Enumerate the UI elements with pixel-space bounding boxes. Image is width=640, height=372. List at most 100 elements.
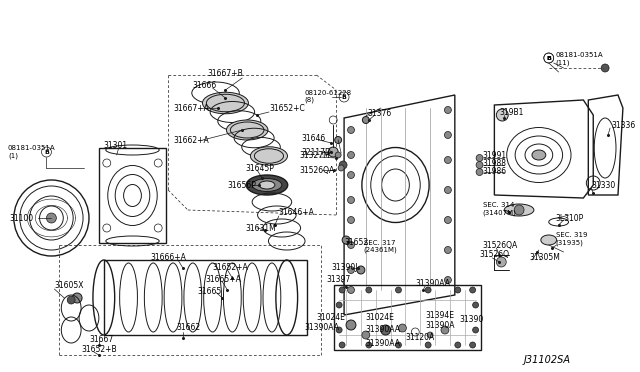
Text: 08181-0351A: 08181-0351A — [8, 145, 56, 151]
Text: 31526QA: 31526QA — [300, 166, 335, 174]
Circle shape — [470, 287, 476, 293]
Ellipse shape — [532, 150, 546, 160]
Text: 31301: 31301 — [104, 141, 128, 150]
Text: 31667+A: 31667+A — [173, 103, 209, 112]
Text: (24361M): (24361M) — [364, 247, 397, 253]
Text: J31102SA: J31102SA — [524, 355, 571, 365]
Circle shape — [399, 324, 406, 332]
Text: 31662: 31662 — [176, 324, 200, 333]
Text: 31397: 31397 — [326, 276, 351, 285]
Circle shape — [476, 154, 483, 161]
Circle shape — [366, 287, 372, 293]
Text: 31390AA: 31390AA — [366, 326, 401, 334]
Circle shape — [338, 165, 344, 171]
Text: B: B — [44, 150, 49, 154]
Text: 31376: 31376 — [368, 109, 392, 118]
Text: 31665: 31665 — [198, 286, 222, 295]
Circle shape — [348, 217, 355, 224]
Text: 31656P: 31656P — [227, 180, 256, 189]
Text: 31666+A: 31666+A — [150, 253, 186, 263]
Circle shape — [381, 325, 390, 335]
Circle shape — [514, 205, 524, 215]
Text: 31327M: 31327M — [300, 151, 330, 160]
Circle shape — [348, 126, 355, 134]
Circle shape — [444, 276, 451, 283]
Circle shape — [396, 342, 401, 348]
Ellipse shape — [227, 120, 268, 140]
Text: 31390J: 31390J — [332, 263, 358, 273]
Circle shape — [342, 236, 350, 244]
Text: 31336: 31336 — [611, 121, 636, 129]
Text: 31024E: 31024E — [366, 314, 395, 323]
Text: 31024E: 31024E — [316, 314, 345, 323]
Circle shape — [335, 152, 341, 158]
Text: SEC. 317: SEC. 317 — [364, 240, 396, 246]
Circle shape — [348, 196, 355, 203]
Text: 31986: 31986 — [483, 167, 507, 176]
Circle shape — [444, 157, 451, 164]
Circle shape — [348, 151, 355, 158]
Text: 31652+A: 31652+A — [212, 263, 248, 273]
Text: 31120A: 31120A — [405, 333, 435, 341]
Circle shape — [348, 286, 355, 294]
Circle shape — [47, 213, 56, 223]
Circle shape — [67, 296, 75, 304]
Ellipse shape — [504, 204, 534, 216]
Circle shape — [336, 327, 342, 333]
Text: 31652+B: 31652+B — [81, 346, 116, 355]
Text: 31330: 31330 — [591, 180, 616, 189]
Circle shape — [427, 332, 433, 338]
Circle shape — [348, 266, 355, 273]
Text: 31394E: 31394E — [425, 311, 454, 320]
Text: 31667: 31667 — [89, 336, 113, 344]
Text: 08181-0351A: 08181-0351A — [556, 52, 604, 58]
Bar — [334, 285, 481, 350]
Text: 31526QA: 31526QA — [483, 241, 518, 250]
Text: 31665+A: 31665+A — [205, 276, 241, 285]
Text: 31988: 31988 — [483, 158, 506, 167]
Circle shape — [476, 169, 483, 176]
Text: 31390A: 31390A — [425, 321, 454, 330]
Text: 31605X: 31605X — [54, 280, 84, 289]
Text: (31935): (31935) — [556, 240, 584, 246]
Circle shape — [497, 257, 506, 267]
Circle shape — [444, 217, 451, 224]
Circle shape — [472, 302, 479, 308]
Circle shape — [455, 287, 461, 293]
Circle shape — [339, 161, 347, 169]
Text: 31991: 31991 — [483, 151, 507, 160]
Text: 31662+A: 31662+A — [173, 135, 209, 144]
Text: (1): (1) — [8, 153, 18, 159]
Text: (8): (8) — [305, 97, 314, 103]
Circle shape — [472, 327, 479, 333]
Circle shape — [444, 106, 451, 113]
Ellipse shape — [541, 235, 557, 245]
Text: 31305M: 31305M — [529, 253, 560, 263]
Bar — [99, 148, 166, 243]
Text: 08120-61228: 08120-61228 — [305, 90, 351, 96]
Ellipse shape — [259, 181, 275, 189]
Circle shape — [444, 186, 451, 193]
Circle shape — [455, 342, 461, 348]
Text: 31666: 31666 — [193, 80, 217, 90]
Text: 31390AA: 31390AA — [305, 324, 340, 333]
Text: 31390AA: 31390AA — [415, 279, 451, 288]
Circle shape — [339, 342, 345, 348]
Text: 32117D: 32117D — [301, 148, 332, 157]
Circle shape — [396, 287, 401, 293]
Circle shape — [357, 266, 365, 274]
Text: 31526Q: 31526Q — [479, 250, 509, 260]
Circle shape — [470, 342, 476, 348]
Circle shape — [476, 161, 483, 169]
Ellipse shape — [252, 179, 282, 192]
Text: 31390AA: 31390AA — [366, 339, 401, 347]
Circle shape — [366, 342, 372, 348]
Circle shape — [335, 137, 342, 144]
Ellipse shape — [250, 147, 287, 165]
Text: 319B1: 319B1 — [499, 108, 524, 116]
Text: 3L310P: 3L310P — [556, 214, 584, 222]
Text: 31646: 31646 — [301, 134, 326, 142]
Text: SEC. 319: SEC. 319 — [556, 232, 587, 238]
Text: B: B — [547, 55, 551, 61]
Text: 31645P: 31645P — [245, 164, 274, 173]
